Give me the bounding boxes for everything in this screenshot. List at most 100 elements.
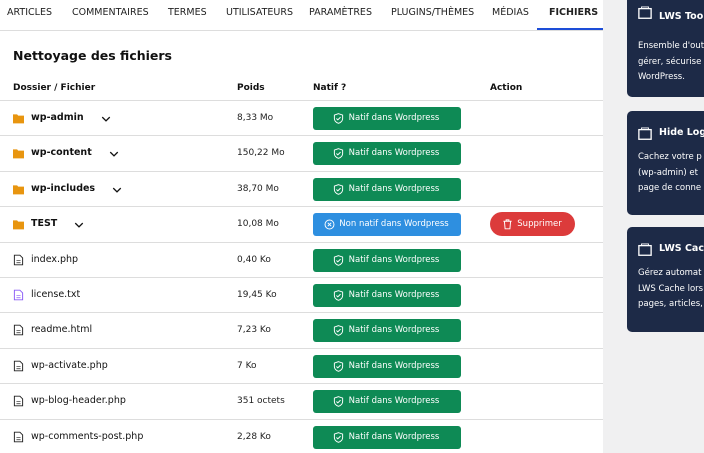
file-size: 8,33 Mo bbox=[237, 113, 274, 123]
card-text: (wp-admin) et bbox=[638, 167, 698, 178]
tab[interactable]: TERMES bbox=[168, 7, 207, 18]
card-icon bbox=[638, 6, 652, 19]
card-text: gérer, sécurise bbox=[638, 56, 702, 67]
file-size: 38,70 Mo bbox=[237, 183, 279, 194]
badge-text: Natif dans Wordpress bbox=[348, 360, 440, 371]
file-name[interactable]: wp-comments-post.php bbox=[31, 430, 144, 442]
native-badge: Non natif dans Wordpress bbox=[313, 213, 461, 237]
native-badge: Natif dans Wordpress bbox=[313, 284, 461, 307]
table-row: wp-admin 8,33 Mo Natif dans Wordpress bbox=[0, 100, 603, 136]
column-header: Action bbox=[490, 83, 523, 93]
table-row: license.txt 19,45 Ko Natif dans Wordpress bbox=[0, 277, 603, 313]
column-header: Dossier / Fichier bbox=[13, 83, 96, 93]
table-row: wp-includes 38,70 Mo Natif dans Wordpress bbox=[0, 170, 603, 207]
folder-name[interactable]: wp-admin bbox=[31, 112, 84, 123]
tab[interactable]: COMMENTAIRES bbox=[72, 7, 149, 18]
badge-icon bbox=[333, 113, 344, 124]
badge-icon bbox=[333, 431, 344, 443]
chevron bbox=[112, 187, 122, 193]
file-size: 0,40 Ko bbox=[237, 254, 271, 265]
native-badge: Natif dans Wordpress bbox=[313, 142, 461, 166]
badge-text: Natif dans Wordpress bbox=[348, 148, 440, 159]
table-row: TEST 10,08 Mo Non natif dans Wordpress Supp… bbox=[0, 206, 603, 242]
file-name[interactable]: license.txt bbox=[31, 289, 81, 300]
tab[interactable]: PLUGINS/THÈMES bbox=[391, 7, 475, 18]
badge-icon bbox=[333, 325, 344, 337]
file-size: 2,28 Ko bbox=[237, 431, 271, 442]
badge-text: Natif dans Wordpress bbox=[348, 325, 440, 336]
badge-icon bbox=[333, 148, 344, 160]
chevron bbox=[109, 152, 119, 158]
folder-icon bbox=[13, 185, 24, 195]
table-row: readme.html 7,23 Ko Natif dans Wordpress bbox=[0, 312, 603, 348]
folder-icon bbox=[13, 114, 24, 124]
card-text: WordPress. bbox=[638, 72, 685, 82]
file-size: 150,22 Mo bbox=[237, 148, 285, 159]
badge-text: Natif dans Wordpress bbox=[348, 290, 440, 300]
folder-name[interactable]: wp-includes bbox=[31, 182, 96, 194]
chevron bbox=[74, 222, 84, 228]
badge-text: Non natif dans Wordpress bbox=[339, 219, 449, 230]
file-size: 10,08 Mo bbox=[237, 219, 279, 230]
folder-name[interactable]: wp-content bbox=[31, 147, 92, 159]
card-title: LWS Cach bbox=[659, 243, 704, 254]
table-row: wp-content 150,22 Mo Natif dans Wordpress bbox=[0, 135, 603, 171]
badge-icon bbox=[333, 183, 344, 195]
badge-icon bbox=[333, 360, 344, 372]
folder-name[interactable]: TEST bbox=[31, 218, 58, 230]
badge-icon bbox=[324, 219, 335, 230]
badge-text: Natif dans Wordpress bbox=[348, 183, 440, 194]
card-text: Ensemble d'out bbox=[638, 41, 704, 51]
card-text: Gérez automat bbox=[638, 268, 702, 278]
native-badge: Natif dans Wordpress bbox=[313, 248, 461, 272]
plugin-card[interactable]: LWS Tools Ensemble d'out gérer, sécurise Wo… bbox=[627, 0, 704, 97]
badge-text: Natif dans Wordpress bbox=[348, 113, 440, 123]
tab[interactable]: UTILISATEURS bbox=[226, 7, 294, 18]
card-title: LWS Tools bbox=[659, 11, 704, 22]
file-icon bbox=[13, 289, 24, 301]
card-text: pages, articles, bbox=[638, 299, 703, 309]
folder-icon bbox=[13, 149, 24, 159]
active-underline bbox=[537, 28, 603, 30]
native-badge: Natif dans Wordpress bbox=[313, 390, 461, 414]
table-row: wp-blog-header.php 351 octets Natif dans W… bbox=[0, 383, 603, 419]
card-title: Hide Logi bbox=[659, 127, 704, 138]
tab[interactable]: ARTICLES bbox=[7, 7, 52, 18]
tab[interactable]: MÉDIAS bbox=[492, 7, 529, 18]
table-row: wp-activate.php 7 Ko Natif dans Wordpress bbox=[0, 347, 603, 384]
native-badge: Natif dans Wordpress bbox=[313, 354, 461, 378]
file-name[interactable]: wp-blog-header.php bbox=[31, 395, 126, 407]
column-header: Natif ? bbox=[313, 83, 347, 93]
card-text: page de conne bbox=[638, 183, 702, 193]
table-row: wp-comments-post.php 2,28 Ko Natif dans Wo… bbox=[0, 418, 603, 453]
file-name[interactable]: readme.html bbox=[31, 324, 93, 336]
file-size: 7 Ko bbox=[237, 360, 257, 371]
file-size: 351 octets bbox=[237, 396, 285, 407]
badge-text: Natif dans Wordpress bbox=[348, 254, 440, 265]
native-badge: Natif dans Wordpress bbox=[313, 425, 461, 449]
native-badge: Natif dans Wordpress bbox=[313, 319, 461, 343]
file-icon bbox=[13, 254, 24, 265]
plugin-card[interactable]: Hide Logi Cachez votre p (wp-admin) et page… bbox=[627, 111, 704, 215]
button-text[interactable]: Supprimer bbox=[517, 219, 562, 230]
badge-text: Natif dans Wordpress bbox=[348, 396, 440, 407]
file-name[interactable]: index.php bbox=[31, 253, 79, 265]
plugin-card[interactable]: LWS Cach Gérez automat LWS Cache lors pages… bbox=[627, 227, 704, 332]
card-text: LWS Cache lors bbox=[638, 283, 704, 294]
native-badge: Natif dans Wordpress bbox=[313, 107, 461, 130]
column-header: Poids bbox=[237, 83, 265, 93]
file-icon bbox=[13, 360, 24, 372]
badge-icon bbox=[333, 254, 344, 266]
tab[interactable]: PARAMÈTRES bbox=[309, 7, 372, 18]
chevron bbox=[101, 116, 111, 122]
file-name[interactable]: wp-activate.php bbox=[31, 359, 108, 371]
trash-icon bbox=[503, 219, 512, 230]
delete-button[interactable]: Supprimer bbox=[490, 212, 575, 237]
tab[interactable]: FICHIERS bbox=[549, 7, 599, 18]
card-icon bbox=[638, 243, 652, 256]
tab-bar: ARTICLES COMMENTAIRES TERMES UTILISATEURS PA… bbox=[0, 0, 603, 31]
panel-title: Nettoyage des fichiers bbox=[13, 48, 172, 63]
card-icon bbox=[638, 127, 652, 140]
